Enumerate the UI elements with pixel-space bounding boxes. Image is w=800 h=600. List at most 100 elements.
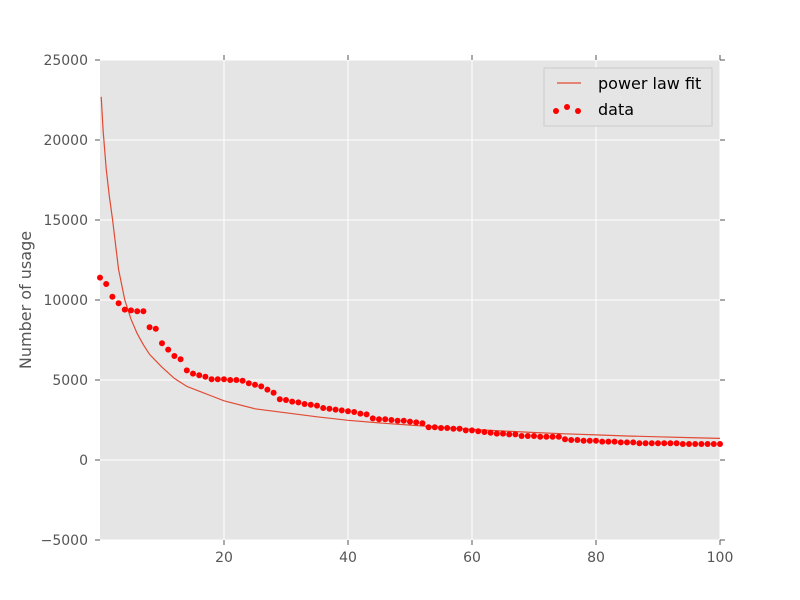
legend-label-power-law-fit: power law fit: [598, 74, 701, 93]
data-point: [376, 416, 382, 423]
y-tick-label: 25000: [43, 53, 88, 69]
data-point: [283, 397, 289, 403]
data-point: [413, 419, 420, 426]
data-point: [493, 430, 500, 437]
data-point: [245, 380, 252, 387]
y-axis-label: Number of usage: [16, 231, 35, 369]
data-point: [121, 306, 128, 313]
data-point: [301, 401, 308, 407]
data-point: [456, 425, 463, 432]
y-tick-label: 10000: [43, 293, 88, 309]
y-tick-label: 5000: [52, 373, 88, 389]
data-series: [97, 274, 723, 447]
x-tick-label: 100: [707, 550, 734, 566]
data-point: [487, 429, 494, 436]
data-point: [351, 409, 358, 415]
data-point: [252, 381, 258, 388]
data-point: [388, 417, 395, 423]
data-point: [400, 417, 407, 424]
legend-data-marker: [575, 108, 581, 114]
x-tick-label: 40: [339, 550, 357, 566]
data-point: [431, 424, 438, 431]
data-point: [97, 274, 103, 281]
data-point: [667, 440, 674, 447]
data-point: [518, 433, 525, 439]
data-point: [208, 376, 215, 383]
data-point: [531, 433, 537, 439]
data-point: [568, 437, 575, 443]
data-point: [475, 428, 482, 435]
axis-ticks: [95, 55, 725, 545]
data-point: [636, 440, 643, 447]
data-point: [227, 377, 234, 383]
x-tick-label: 60: [463, 550, 481, 566]
data-point: [326, 405, 333, 412]
data-point: [103, 281, 110, 287]
data-point: [661, 440, 668, 447]
data-point: [698, 441, 705, 447]
power-law-fit-series: [100, 96, 721, 439]
data-point: [214, 376, 221, 383]
data-point: [171, 353, 178, 359]
data-point: [320, 405, 327, 411]
data-point: [648, 440, 655, 447]
data-point: [586, 437, 593, 444]
data-point: [276, 396, 283, 403]
legend-data-marker: [564, 104, 570, 110]
data-point: [562, 436, 568, 443]
data-point: [512, 431, 519, 438]
data-point: [462, 427, 469, 434]
data-point: [624, 439, 630, 446]
data-point: [692, 441, 699, 447]
data-point: [469, 427, 475, 434]
data-point: [574, 437, 581, 443]
data-point: [537, 433, 544, 440]
data-point: [419, 420, 426, 427]
data-point: [183, 367, 190, 374]
data-point: [593, 437, 599, 444]
data-point: [717, 441, 723, 447]
data-point: [605, 438, 612, 445]
data-point: [369, 415, 376, 422]
data-point: [580, 437, 587, 444]
data-point: [450, 425, 457, 432]
data-point: [506, 431, 513, 438]
data-point: [332, 406, 339, 413]
data-point: [679, 441, 686, 447]
data-point: [165, 346, 172, 353]
data-point: [686, 441, 692, 447]
data-point: [617, 439, 624, 446]
data-point: [289, 398, 296, 405]
data-point: [543, 433, 550, 440]
grid: [100, 59, 721, 541]
y-tick-label: −5000: [41, 533, 88, 549]
legend-data-marker: [553, 108, 559, 114]
data-point: [555, 433, 562, 440]
data-point: [239, 377, 246, 384]
y-tick-label: 20000: [43, 133, 88, 149]
data-point: [128, 307, 134, 314]
data-point: [134, 308, 141, 315]
data-point: [190, 370, 196, 377]
data-point: [115, 300, 122, 307]
data-point: [710, 441, 717, 447]
data-point: [146, 324, 153, 331]
data-point: [630, 439, 637, 446]
legend: power law fit data: [543, 67, 713, 127]
data-point: [140, 308, 147, 315]
x-tick-label: 20: [215, 550, 233, 566]
data-point: [338, 407, 345, 414]
data-point: [345, 408, 351, 415]
data-point: [221, 376, 227, 383]
data-point: [202, 373, 209, 380]
data-point: [394, 417, 401, 424]
data-point: [295, 399, 302, 406]
data-point: [438, 425, 444, 431]
data-point: [258, 383, 265, 390]
power-law-fit-line: [100, 96, 721, 439]
y-tick-label: 0: [79, 453, 88, 469]
data-point: [549, 433, 556, 440]
data-point: [611, 438, 618, 445]
data-point: [357, 410, 364, 417]
y-tick-label: 15000: [43, 213, 88, 229]
